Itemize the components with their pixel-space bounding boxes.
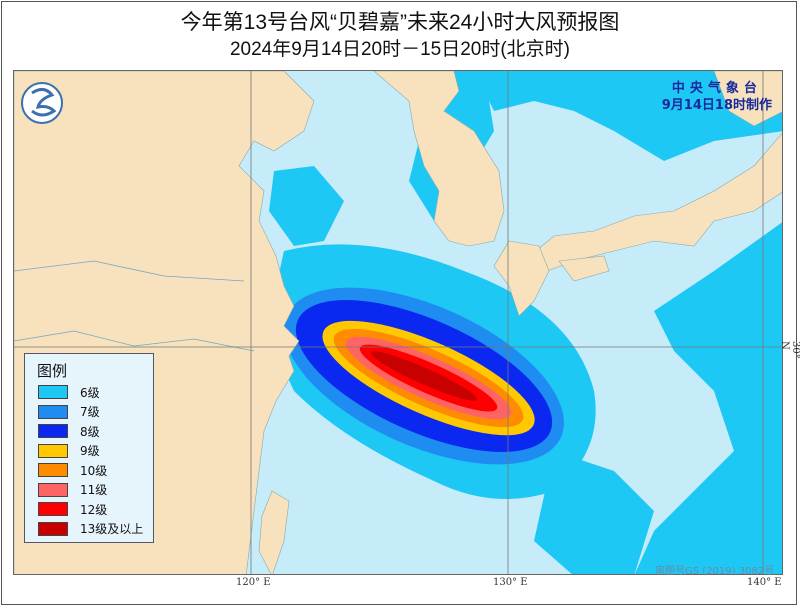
legend-item: 9级 — [38, 443, 100, 459]
legend: 图例 6级 7级 8级 9级 10级 11级 12级 13级及以上 — [24, 353, 154, 543]
review-number: 审图号GS (2019) 3082号 — [655, 566, 775, 577]
wind-bands — [284, 287, 564, 465]
lon-label-120: 120° E — [236, 577, 271, 588]
map-svg — [14, 71, 782, 574]
graticule — [14, 71, 782, 574]
legend-label: 11级 — [80, 483, 108, 497]
legend-swatch — [38, 443, 68, 458]
issuer-block: 中央气象台 9月14日18时制作 — [662, 80, 772, 114]
legend-swatch — [38, 424, 68, 438]
legend-swatch — [38, 482, 68, 497]
legend-item: 8级 — [38, 423, 100, 439]
legend-item: 6级 — [38, 384, 100, 400]
legend-item: 11级 — [38, 482, 107, 498]
legend-label: 7级 — [80, 405, 100, 419]
legend-item: 10级 — [38, 462, 107, 478]
issuer-name: 中央气象台 — [671, 81, 762, 96]
lat-label-30: 30° N — [779, 341, 800, 359]
hokkaido — [713, 71, 782, 127]
legend-label: 12级 — [80, 502, 108, 517]
legend-item: 13级及以上 — [38, 521, 143, 537]
lon-label-130: 130° E — [493, 577, 528, 588]
map-area — [13, 70, 783, 575]
map-subtitle: 2024年9月14日20时－15日20时(北京时) — [229, 39, 571, 60]
taiwan — [258, 490, 290, 574]
legend-swatch — [38, 521, 68, 536]
legend-title: 图例 — [37, 362, 68, 380]
legend-item: 7级 — [38, 404, 100, 420]
lon-label-140: 140° E — [747, 577, 782, 588]
japan-shikoku — [558, 255, 610, 282]
legend-swatch — [38, 385, 68, 399]
legend-label: 13级及以上 — [80, 522, 144, 536]
legend-swatch — [38, 502, 68, 516]
wind-13-band — [370, 351, 478, 401]
legend-label: 8级 — [80, 424, 100, 439]
legend-label: 9级 — [80, 444, 100, 458]
cma-logo — [21, 82, 63, 124]
legend-item: 12级 — [38, 501, 107, 517]
legend-label: 10级 — [80, 463, 108, 478]
issue-time: 9月14日18时制作 — [661, 98, 772, 113]
legend-swatch — [38, 404, 68, 419]
legend-label: 6级 — [80, 385, 100, 400]
rivers — [14, 260, 255, 352]
map-title: 今年第13号台风“贝碧嘉”未来24小时大风预报图 — [180, 11, 620, 34]
korea — [373, 71, 505, 247]
legend-swatch — [38, 463, 68, 477]
